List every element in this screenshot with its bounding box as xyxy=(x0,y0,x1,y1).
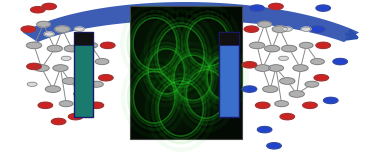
Circle shape xyxy=(37,21,50,27)
Ellipse shape xyxy=(135,74,173,121)
Bar xyxy=(130,6,242,139)
Circle shape xyxy=(310,26,325,32)
Circle shape xyxy=(280,78,295,84)
Circle shape xyxy=(268,65,284,71)
Circle shape xyxy=(263,86,278,92)
Circle shape xyxy=(47,45,62,52)
Circle shape xyxy=(74,91,89,97)
Circle shape xyxy=(99,75,113,81)
Circle shape xyxy=(90,81,103,87)
Circle shape xyxy=(249,42,265,49)
Circle shape xyxy=(77,65,93,71)
Circle shape xyxy=(89,102,104,108)
Circle shape xyxy=(293,65,308,71)
Circle shape xyxy=(256,102,270,108)
Circle shape xyxy=(305,81,319,87)
Bar xyxy=(74,32,93,45)
Ellipse shape xyxy=(209,59,237,97)
Circle shape xyxy=(44,32,54,36)
Circle shape xyxy=(26,42,42,49)
Circle shape xyxy=(101,42,115,48)
Circle shape xyxy=(265,45,280,52)
Circle shape xyxy=(51,118,66,125)
Circle shape xyxy=(27,63,41,69)
Circle shape xyxy=(45,86,60,92)
Circle shape xyxy=(255,65,270,71)
Bar xyxy=(219,32,239,45)
Circle shape xyxy=(257,127,272,133)
Ellipse shape xyxy=(135,20,175,67)
Circle shape xyxy=(64,45,79,52)
Circle shape xyxy=(55,26,70,32)
Circle shape xyxy=(62,78,77,84)
Circle shape xyxy=(84,42,98,48)
Polygon shape xyxy=(23,2,359,42)
Circle shape xyxy=(301,27,311,31)
Circle shape xyxy=(95,59,109,64)
Circle shape xyxy=(61,56,71,60)
Circle shape xyxy=(21,26,36,32)
Circle shape xyxy=(34,65,49,71)
Circle shape xyxy=(311,59,324,64)
Circle shape xyxy=(42,3,56,10)
Circle shape xyxy=(250,5,264,11)
Circle shape xyxy=(267,143,281,149)
Circle shape xyxy=(269,3,283,10)
Circle shape xyxy=(27,82,37,86)
Ellipse shape xyxy=(188,72,224,116)
Circle shape xyxy=(299,42,313,48)
Circle shape xyxy=(333,58,347,65)
Circle shape xyxy=(272,26,287,32)
Circle shape xyxy=(316,5,330,11)
Ellipse shape xyxy=(189,20,227,64)
Ellipse shape xyxy=(160,29,202,81)
Circle shape xyxy=(74,27,84,31)
Circle shape xyxy=(279,56,288,60)
Circle shape xyxy=(282,27,292,31)
Circle shape xyxy=(68,114,83,120)
Circle shape xyxy=(31,7,45,13)
Circle shape xyxy=(314,75,328,81)
Circle shape xyxy=(258,21,271,27)
Circle shape xyxy=(244,26,259,32)
Circle shape xyxy=(53,65,68,71)
Circle shape xyxy=(282,45,297,52)
Bar xyxy=(74,32,93,117)
Ellipse shape xyxy=(160,84,201,133)
Circle shape xyxy=(289,91,304,97)
Circle shape xyxy=(275,101,288,107)
Ellipse shape xyxy=(150,51,183,92)
Ellipse shape xyxy=(176,57,210,98)
Bar xyxy=(219,32,239,117)
Text: Modulation: Modulation xyxy=(145,9,233,23)
Circle shape xyxy=(324,97,338,104)
Circle shape xyxy=(303,102,317,108)
Circle shape xyxy=(242,86,257,92)
Circle shape xyxy=(38,102,53,108)
Circle shape xyxy=(242,62,257,68)
Circle shape xyxy=(316,42,330,48)
Circle shape xyxy=(280,114,294,120)
Circle shape xyxy=(59,101,73,107)
